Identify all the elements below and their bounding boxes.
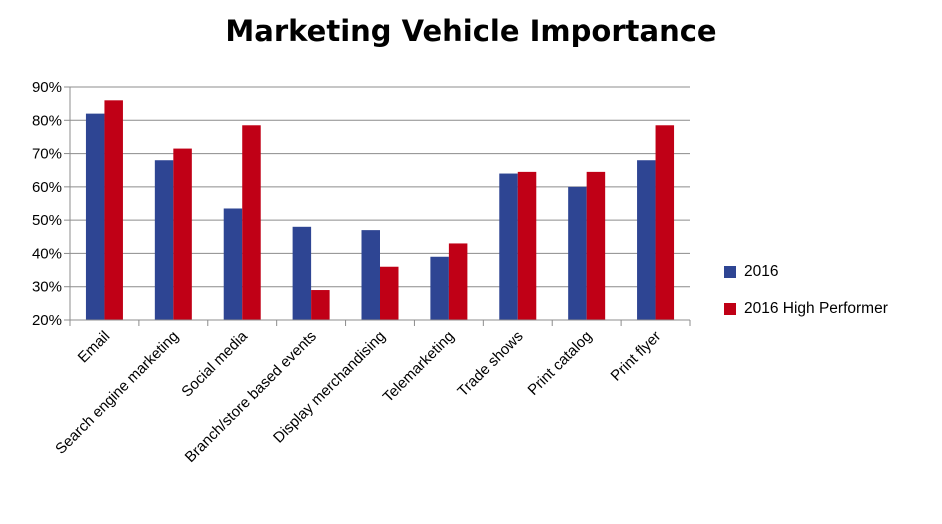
bar-2016 bbox=[499, 173, 518, 320]
bar-2016 bbox=[85, 113, 105, 320]
bar-2016 bbox=[637, 160, 656, 320]
bar-2016-high-performer bbox=[655, 125, 675, 321]
y-tick-label: 50% bbox=[32, 212, 62, 229]
legend-swatch-2016-high-performer bbox=[724, 303, 736, 315]
legend-item-2016: 2016 bbox=[724, 262, 888, 282]
bar-2016-high-performer bbox=[173, 148, 192, 320]
bar-2016-high-performer bbox=[311, 290, 330, 320]
bar-2016 bbox=[292, 226, 312, 320]
legend: 2016 2016 High Performer bbox=[724, 262, 888, 336]
bar-2016 bbox=[154, 160, 174, 320]
y-tick-label: 30% bbox=[32, 279, 62, 296]
bar-2016-high-performer bbox=[380, 266, 399, 320]
y-axis-tick-labels: 20% 30% 40% 50% 60% 70% 80% 90% bbox=[32, 79, 62, 329]
bars bbox=[85, 100, 675, 321]
chart-title: Marketing Vehicle Importance bbox=[225, 14, 717, 48]
y-tick-label: 40% bbox=[32, 245, 62, 262]
x-tick-label: Display merchandising bbox=[270, 328, 389, 447]
y-tick-label: 90% bbox=[32, 79, 62, 96]
x-tick-label: Social media bbox=[178, 327, 251, 400]
x-tick-label: Print flyer bbox=[608, 328, 665, 385]
x-tick-label: Telemarketing bbox=[380, 328, 458, 406]
bar-2016 bbox=[361, 230, 380, 320]
x-tick-label: Search engine marketing bbox=[52, 328, 182, 458]
bar-2016 bbox=[223, 208, 243, 320]
bar-2016-high-performer bbox=[104, 100, 123, 320]
axes bbox=[69, 87, 691, 326]
x-tick-label: Trade shows bbox=[454, 328, 526, 400]
x-tick-label: Print catalog bbox=[525, 328, 596, 399]
x-tick-label: Email bbox=[75, 328, 114, 367]
bar-2016 bbox=[430, 256, 449, 320]
legend-label-2016: 2016 bbox=[744, 263, 779, 280]
bar-2016-high-performer bbox=[586, 171, 606, 320]
bar-2016 bbox=[568, 186, 587, 320]
legend-swatch-2016 bbox=[724, 266, 736, 278]
bar-2016-high-performer bbox=[448, 243, 468, 320]
y-tick-label: 20% bbox=[32, 312, 62, 329]
x-tick-label: Branch/store based events bbox=[182, 328, 320, 466]
bar-2016-high-performer bbox=[242, 125, 261, 321]
y-tick-label: 80% bbox=[32, 112, 62, 129]
y-tick-label: 60% bbox=[32, 179, 62, 196]
legend-item-2016-high-performer: 2016 High Performer bbox=[724, 299, 888, 319]
y-tick-label: 70% bbox=[32, 146, 62, 163]
legend-label-2016-high-performer: 2016 High Performer bbox=[744, 300, 888, 317]
bar-2016-high-performer bbox=[517, 171, 537, 320]
